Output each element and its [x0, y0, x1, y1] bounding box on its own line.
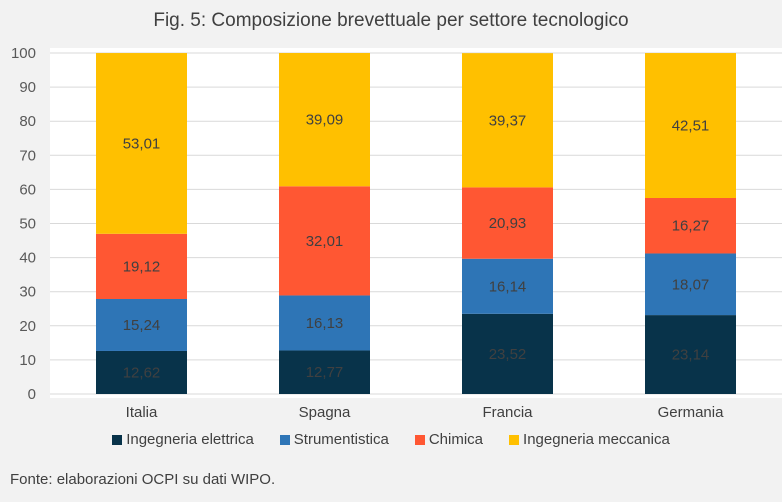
stacked-bar-chart: 0 10 20 30 40 50 60 70 80 90 100 12,62 15,24 19,12 53… — [11, 45, 782, 421]
y-tick-label: 80 — [19, 113, 36, 130]
bar-segment — [462, 313, 553, 394]
legend: Ingegneria elettrica Strumentistica Chimic… — [0, 431, 782, 448]
legend-item: Strumentistica — [279, 431, 389, 448]
source-note: Fonte: elaborazioni OCPI su dati WIPO. — [10, 471, 276, 488]
y-tick-label: 50 — [19, 216, 36, 233]
data-labels: 12,62 15,24 19,12 53,01 12,77 16,13 32,01 39,09… — [123, 112, 710, 382]
y-tick-label: 0 — [28, 386, 36, 403]
data-label: 15,24 — [123, 317, 161, 334]
x-category-label: Spagna — [299, 404, 351, 421]
legend-swatch — [509, 434, 520, 445]
legend-item: Chimica — [414, 431, 484, 448]
y-tick-label: 40 — [19, 250, 36, 267]
bar-segment — [645, 197, 736, 254]
bars — [96, 53, 736, 394]
data-label: 42,51 — [672, 118, 710, 135]
y-tick-label: 60 — [19, 181, 36, 198]
legend-label: Strumentistica — [293, 431, 389, 448]
bar-segment — [645, 315, 736, 394]
bar-segment — [279, 295, 370, 351]
chart-title: Fig. 5: Composizione brevettuale per set… — [153, 10, 629, 31]
bar-segment — [279, 53, 370, 187]
legend-label: Ingegneria meccanica — [523, 431, 670, 448]
x-category-label: Germania — [658, 404, 725, 421]
data-label: 23,14 — [672, 347, 710, 364]
legend-item: Ingegneria meccanica — [509, 431, 670, 448]
data-label: 19,12 — [123, 258, 161, 275]
bar-segment — [96, 53, 187, 234]
x-category-label: Italia — [126, 404, 158, 421]
bar-segment — [462, 258, 553, 314]
y-tick-label: 10 — [19, 352, 36, 369]
legend-swatch — [112, 434, 123, 445]
data-label: 32,01 — [306, 233, 344, 250]
bar-segment — [96, 233, 187, 299]
data-label: 23,52 — [489, 346, 527, 363]
data-label: 39,09 — [306, 112, 344, 129]
legend-label: Ingegneria elettrica — [126, 431, 254, 448]
data-label: 16,27 — [672, 218, 710, 235]
bar-segment — [462, 53, 553, 188]
legend-label: Chimica — [428, 431, 484, 448]
legend-swatch — [414, 434, 425, 445]
data-label: 53,01 — [123, 135, 161, 152]
bar-segment — [645, 53, 736, 198]
bar-segment — [96, 298, 187, 351]
data-label: 20,93 — [489, 215, 527, 232]
data-label: 39,37 — [489, 112, 527, 129]
y-axis-ticks: 0 10 20 30 40 50 60 70 80 90 100 — [11, 45, 36, 403]
bar-segment — [279, 186, 370, 296]
data-label: 18,07 — [672, 276, 710, 293]
legend-swatch — [279, 434, 290, 445]
bar-segment — [645, 253, 736, 316]
y-tick-label: 30 — [19, 284, 36, 301]
legend-item: Ingegneria elettrica — [112, 431, 254, 448]
x-category-label: Francia — [482, 404, 533, 421]
bar-segment — [279, 350, 370, 394]
y-tick-label: 70 — [19, 147, 36, 164]
data-label: 12,62 — [123, 364, 161, 381]
y-tick-label: 90 — [19, 79, 36, 96]
data-label: 16,13 — [306, 315, 344, 332]
data-label: 12,77 — [306, 364, 344, 381]
y-tick-label: 20 — [19, 318, 36, 335]
bar-segment — [462, 187, 553, 259]
bar-segment — [96, 350, 187, 394]
y-tick-label: 100 — [11, 45, 36, 62]
data-label: 16,14 — [489, 278, 527, 295]
x-axis-labels: Italia Spagna Francia Germania — [126, 404, 724, 421]
